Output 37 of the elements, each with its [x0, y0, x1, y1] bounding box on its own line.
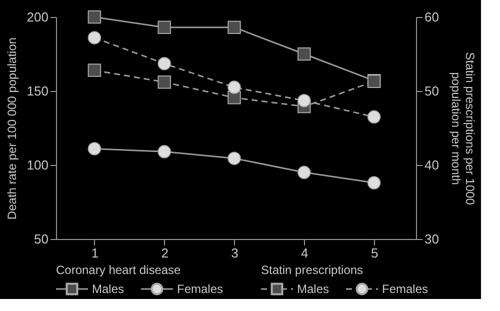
y2-tick-label: 60	[424, 10, 439, 24]
point	[298, 47, 311, 61]
y-tick-label: 50	[34, 232, 48, 246]
point	[88, 142, 102, 156]
point	[298, 166, 311, 180]
point	[367, 110, 381, 124]
legend-label: Females	[177, 282, 224, 296]
x-tick-label: 2	[161, 246, 168, 260]
x-tick-label: 3	[231, 246, 238, 260]
y2-axis-title: Statin prescriptions per 1000 population per month	[448, 52, 477, 206]
y2-tick-label: 40	[424, 158, 439, 172]
text: Statin prescriptions	[261, 263, 364, 277]
y-tick-label: 100	[26, 158, 48, 172]
legend-label: Females	[382, 282, 428, 296]
point	[88, 64, 102, 77]
y2-tick-label: 50	[424, 84, 439, 98]
point	[228, 20, 241, 34]
point	[88, 31, 102, 44]
point	[228, 152, 241, 165]
y2-tick-label: 30	[424, 232, 439, 246]
point	[158, 20, 171, 34]
y-axis-title: Death rate per 100 000 population	[4, 37, 19, 220]
point	[228, 80, 241, 94]
legend-label: Males	[92, 282, 124, 296]
text: Coronary heart disease	[56, 263, 182, 277]
x-tick-label: 1	[91, 246, 99, 260]
legend-label: Males	[297, 282, 330, 296]
point	[158, 57, 171, 70]
point	[158, 145, 171, 158]
y-tick-label: 150	[26, 84, 48, 98]
point	[367, 176, 381, 190]
point	[158, 75, 171, 89]
point	[88, 10, 102, 24]
x-tick-label: 5	[370, 246, 378, 260]
point	[298, 94, 311, 108]
x-tick-label: 4	[301, 246, 308, 260]
y-tick-label: 200	[26, 10, 48, 24]
